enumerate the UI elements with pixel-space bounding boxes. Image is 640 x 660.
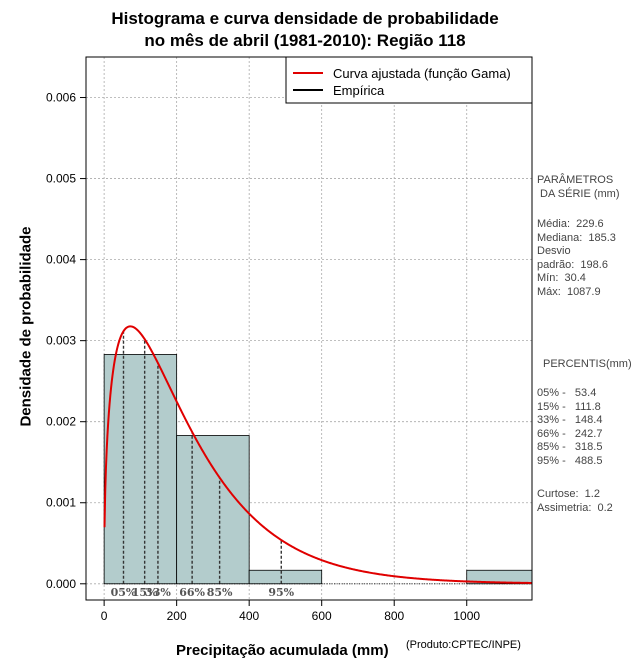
params-values: Média: 229.6 Mediana: 185.3 Desvio padrã… [537,218,616,298]
x-tick-label: 400 [239,609,259,623]
legend-label-curve: Curva ajustada (função Gama) [333,66,511,81]
axes: 0 200 400 600 800 1000 0.000 0.001 0.002 0.003 0.0… [46,91,480,623]
params-header: PARÂMETROS DA SÉRIE (mm) [537,174,620,200]
fitted-gamma-curve [103,325,532,584]
percentile-marker-label: 05% [111,586,137,599]
x-tick-label: 0 [101,609,108,623]
x-tick-label: 200 [167,609,187,623]
credit-label: (Produto:CPTEC/INPE) [406,639,521,651]
percentile-marker-label: 85% [207,586,233,599]
legend-label-empirical: Empírica [333,83,385,98]
histogram-bars [103,354,533,585]
x-tick-label: 1000 [453,609,480,623]
percentile-marker-label: 95% [268,586,294,599]
percentile-markers: 05%15%33% 66% 85% 95% [111,331,295,599]
y-tick-label: 0.005 [46,172,76,186]
y-tick-label: 0.000 [46,577,76,591]
moments-values: Curtose: 1.2 Assimetria: 0.2 [537,488,613,514]
density-curves [103,325,532,585]
percentile-marker-label: 66% [179,586,205,599]
x-axis-label: Precipitação acumulada (mm) [176,642,389,659]
percentis-values: 05% - 53.4 15% - 111.8 33% - 148.4 66% -… [537,387,603,467]
histogram-bar [248,569,323,585]
y-tick-label: 0.002 [46,415,76,429]
y-tick-label: 0.003 [46,334,76,348]
legend-box [285,56,533,104]
x-tick-label: 800 [384,609,404,623]
percentile-marker-label: 15% [132,586,158,599]
histogram-bar [176,435,250,585]
percentis-header: PERCENTIS(mm) [543,358,632,370]
percentile-marker-label: 33% [145,586,171,599]
histogram-bar [103,354,178,585]
y-tick-label: 0.006 [46,91,76,105]
chart-title-line-2: no mês de abril (1981-2010): Região 118 [144,31,466,50]
y-tick-label: 0.004 [46,253,76,267]
chart-title-line-1: Histograma e curva densidade de probabil… [111,9,499,28]
legend: Curva ajustada (função Gama) Empírica [285,56,533,104]
y-axis-label: Densidade de probabilidade [17,226,35,427]
x-tick-label: 600 [312,609,332,623]
y-tick-label: 0.001 [46,496,76,510]
